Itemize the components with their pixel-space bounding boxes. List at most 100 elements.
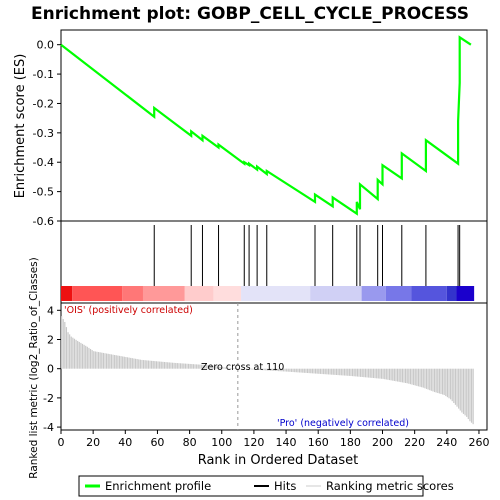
metric-bar	[215, 366, 217, 369]
metric-bar	[356, 368, 358, 377]
metric-bar	[191, 364, 193, 369]
metric-bar	[72, 337, 74, 369]
metric-bar	[112, 354, 114, 369]
enrichment-profile-layer	[60, 35, 472, 216]
metric-bar	[118, 355, 121, 369]
metric-bar	[279, 368, 281, 372]
metric-bar	[310, 368, 312, 374]
metric-bar	[387, 368, 389, 380]
rank-gradient-bar	[61, 286, 475, 301]
metric-bar	[231, 368, 233, 369]
metric-bar	[154, 361, 156, 369]
positive-correlation-label: 'OIS' (positively correlated)	[64, 305, 193, 316]
metric-y-tick-label: 2	[47, 333, 54, 346]
metric-bar	[392, 368, 394, 381]
metric-bar	[398, 368, 400, 382]
metric-y-axis: 4 2 0 -2 -4	[43, 304, 61, 434]
metric-bar	[419, 368, 421, 387]
metric-bar	[184, 363, 186, 369]
metric-bar	[369, 368, 371, 378]
metric-bar	[300, 368, 302, 373]
metric-bar	[263, 368, 265, 371]
metric-bar	[450, 368, 452, 400]
metric-bar	[67, 332, 69, 369]
metric-bar	[462, 368, 465, 414]
es-y-tick-label: -0.5	[33, 186, 54, 199]
metric-bar	[70, 336, 72, 369]
metric-bar	[385, 368, 387, 380]
metric-bar	[122, 356, 124, 369]
metric-bar	[411, 368, 413, 385]
metric-bar	[200, 364, 203, 369]
metric-axis-label: Ranked list metric (log2_Ratio_of_Classe…	[28, 257, 40, 479]
negative-correlation-label: 'Pro' (negatively correlated)	[277, 418, 409, 429]
metric-bar	[372, 368, 375, 379]
es-y-tick-label: -0.6	[33, 215, 54, 228]
metric-bar	[106, 353, 108, 369]
metric-bar	[459, 368, 461, 411]
metric-bar	[406, 368, 408, 384]
x-tick-label: 220	[404, 436, 425, 449]
metric-bar	[216, 366, 219, 369]
metric-bar	[144, 360, 146, 369]
metric-bar	[334, 368, 336, 375]
metric-bar	[382, 368, 384, 379]
metric-bar	[86, 346, 88, 369]
x-tick-label: 200	[372, 436, 393, 449]
metric-bar	[408, 368, 410, 384]
metric-y-tick-label: 0	[47, 363, 54, 376]
metric-bar	[271, 368, 273, 371]
es-y-tick-label: -0.1	[33, 68, 54, 81]
metric-bar	[278, 368, 280, 372]
es-y-tick-label: -0.3	[33, 127, 54, 140]
gradient-segment	[184, 286, 214, 301]
metric-bar	[249, 368, 251, 370]
metric-bar	[445, 368, 447, 397]
gradient-segment	[72, 286, 123, 301]
metric-bar	[377, 368, 379, 379]
metric-bar	[179, 363, 182, 369]
metric-bar	[139, 359, 141, 369]
es-y-axis: 0.0 -0.1 -0.2 -0.3 -0.4 -0.5 -0.6	[33, 39, 61, 228]
metric-bar	[345, 368, 347, 376]
metric-bar	[194, 364, 196, 369]
gradient-segment	[446, 286, 457, 301]
metric-bar	[327, 368, 330, 375]
metric-bar	[97, 352, 100, 369]
metric-bar	[176, 363, 178, 369]
metric-bar	[62, 319, 64, 369]
metric-bar	[183, 363, 185, 369]
metric-bar	[255, 368, 257, 370]
metric-bar	[453, 368, 455, 403]
x-axis: 0 20 40 60 80 100 120 140 160 180 200 220 240 260	[58, 430, 489, 449]
metric-bar	[250, 368, 252, 370]
metric-bar	[302, 368, 304, 373]
metric-bar	[396, 368, 399, 382]
metric-bar	[441, 368, 444, 395]
x-tick-label: 40	[118, 436, 132, 449]
metric-bar	[414, 368, 416, 386]
metric-bar	[181, 363, 183, 369]
metric-bar	[213, 366, 215, 369]
chart-title: Enrichment plot: GOBP_CELL_CYCLE_PROCESS	[31, 4, 469, 24]
metric-bar	[440, 368, 442, 394]
metric-bar	[316, 368, 318, 374]
metric-bar	[197, 364, 199, 369]
metric-bar	[226, 367, 228, 369]
metric-bar	[224, 367, 227, 369]
metric-bar	[223, 367, 225, 369]
metric-bar	[168, 362, 170, 369]
metric-bar	[149, 360, 151, 369]
metric-bar	[427, 368, 429, 390]
metric-bar	[228, 367, 230, 369]
metric-bar	[292, 368, 294, 373]
metric-bar	[65, 327, 68, 369]
metric-bar	[425, 368, 428, 389]
metric-bar	[81, 343, 84, 369]
metric-bar	[324, 368, 326, 375]
metric-bar	[461, 368, 463, 413]
metric-bar	[234, 368, 236, 369]
metric-bar	[165, 362, 167, 369]
metric-bar	[199, 364, 201, 369]
metric-bar	[204, 364, 206, 369]
